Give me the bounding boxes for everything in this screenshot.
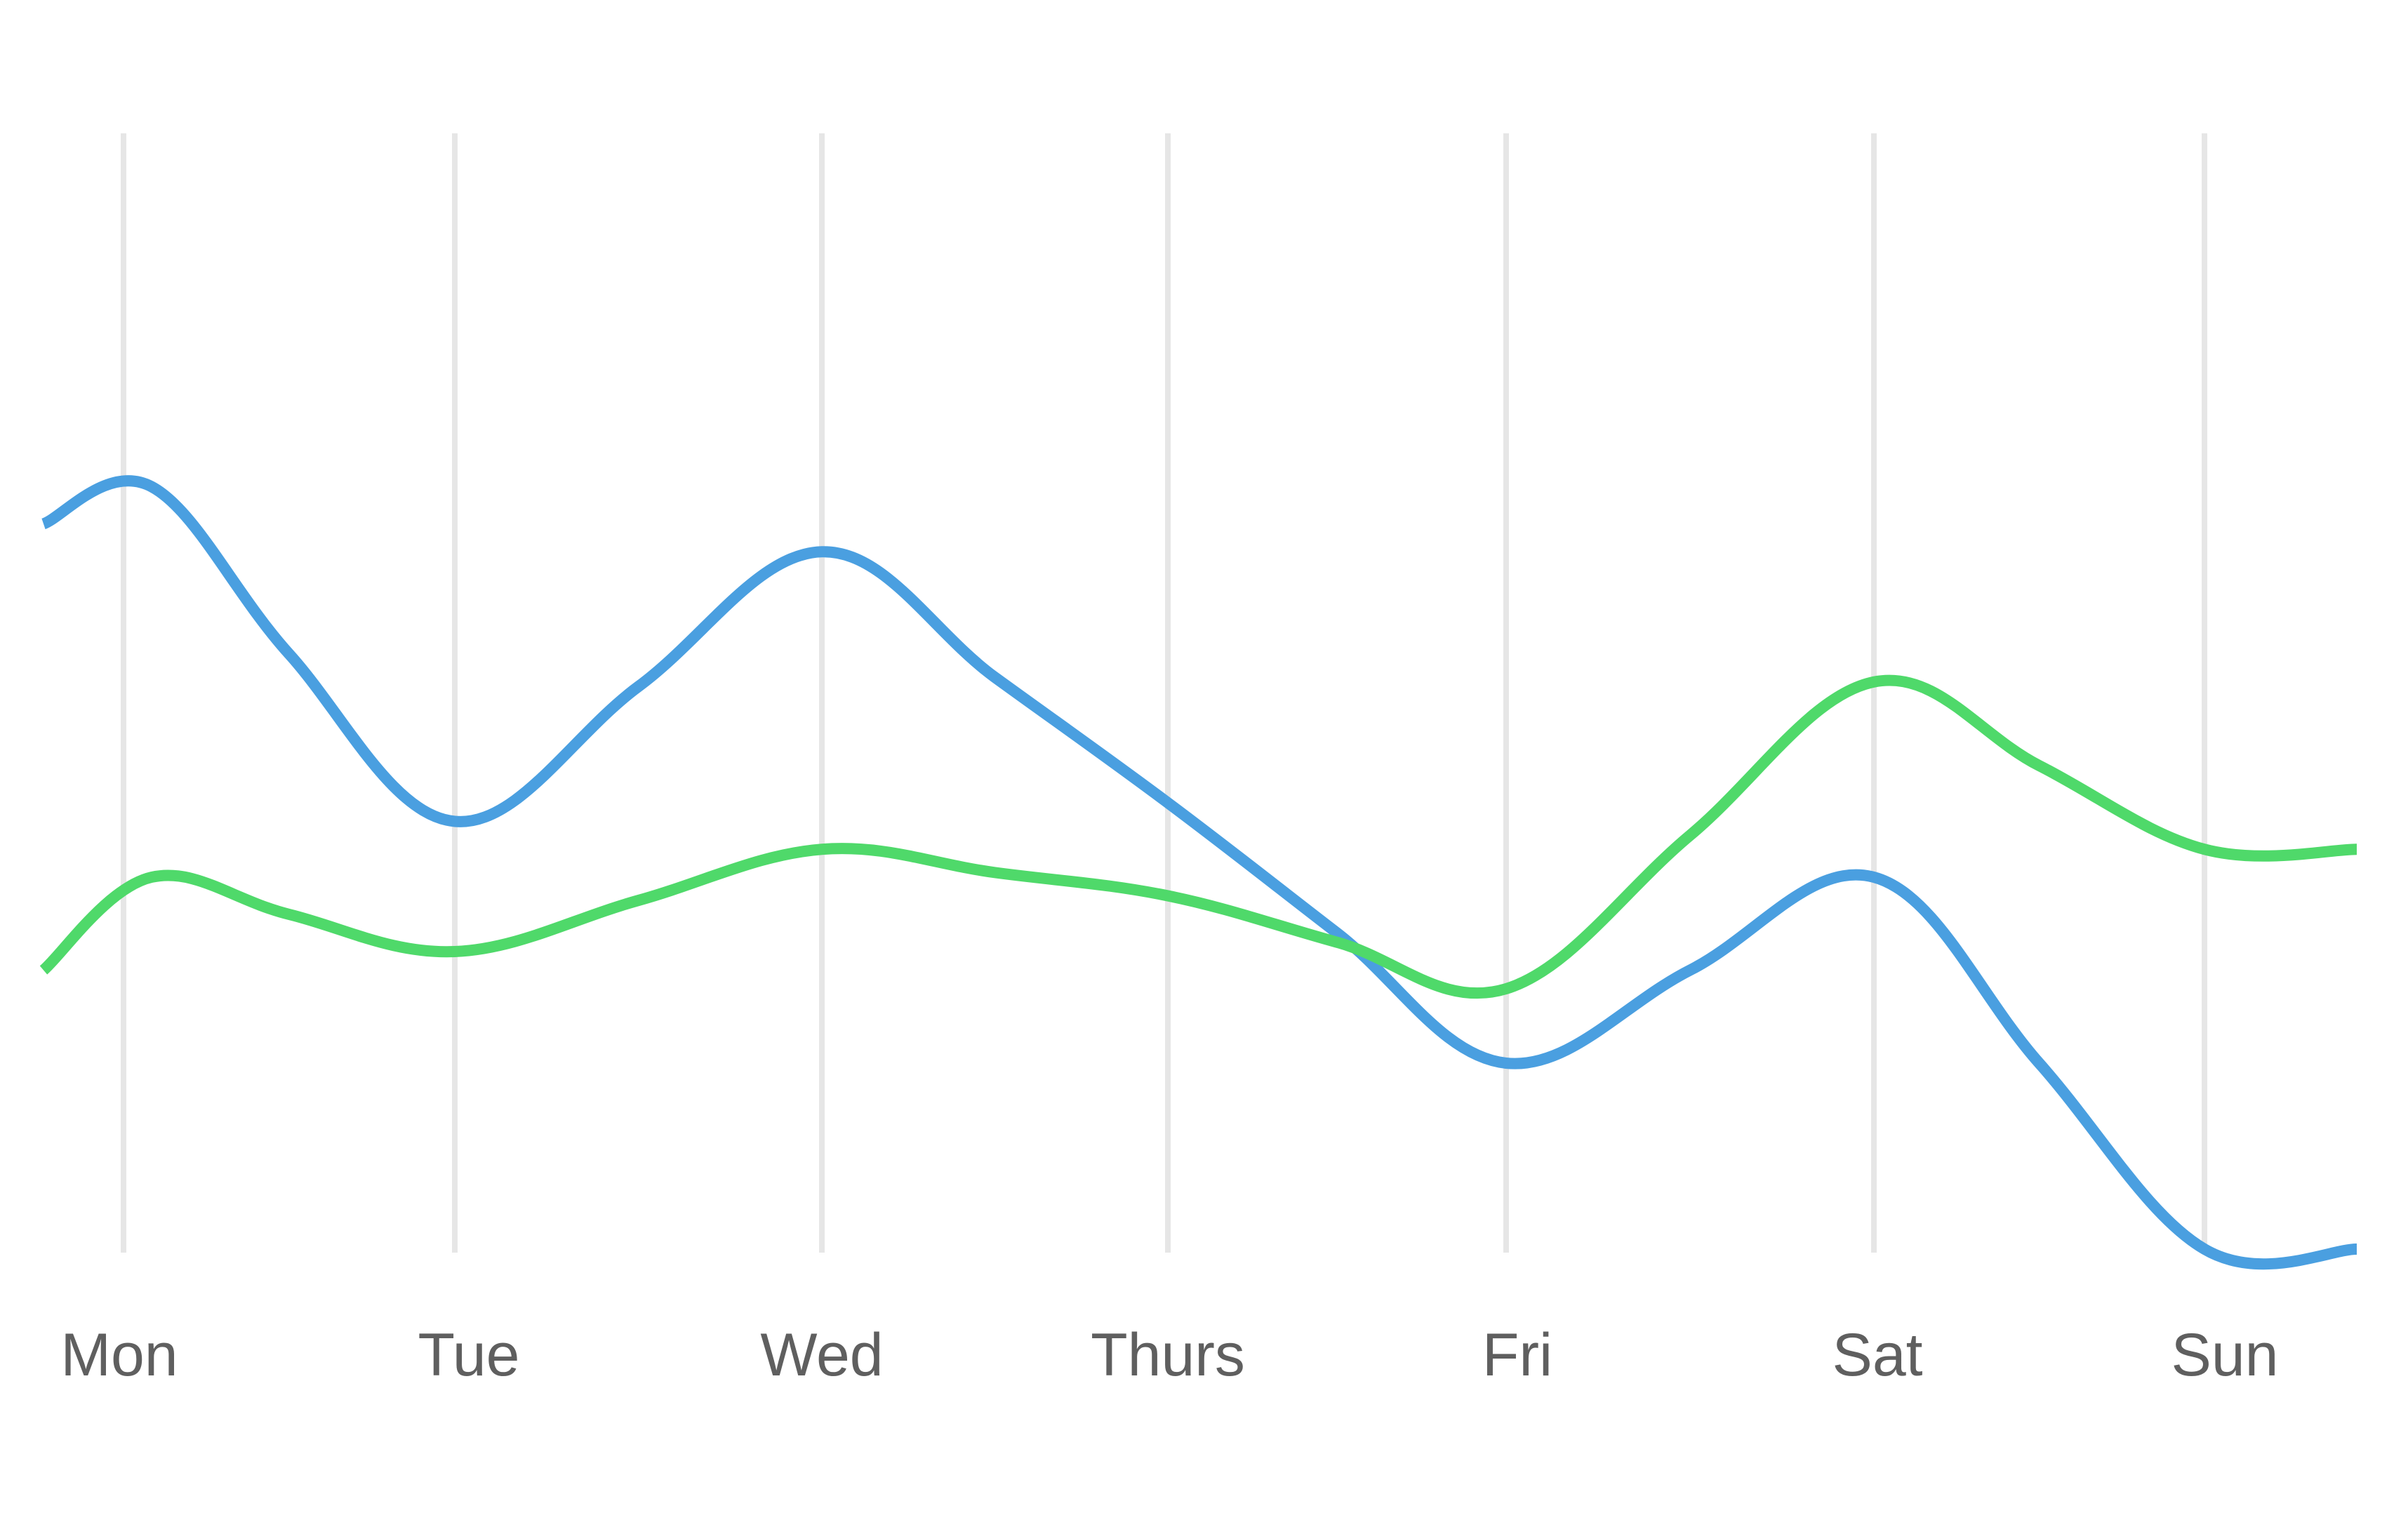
x-tick-label-sat: Sat xyxy=(1832,1321,1922,1389)
series-line-blue xyxy=(41,475,2357,1270)
series-line-green xyxy=(39,674,2357,999)
x-tick-label-wed: Wed xyxy=(760,1321,883,1389)
x-tick-label-sun: Sun xyxy=(2171,1321,2278,1389)
x-tick-label-fri: Fri xyxy=(1482,1321,1552,1389)
x-tick-label-thurs: Thurs xyxy=(1091,1321,1245,1389)
grid-lines xyxy=(121,133,2207,1253)
x-tick-label-mon: Mon xyxy=(60,1321,178,1389)
series-lines xyxy=(39,475,2357,1270)
x-axis-tick-labels: Mon Tue Wed Thurs Fri Sat Sun xyxy=(60,1321,2278,1389)
x-tick-label-tue: Tue xyxy=(418,1321,520,1389)
